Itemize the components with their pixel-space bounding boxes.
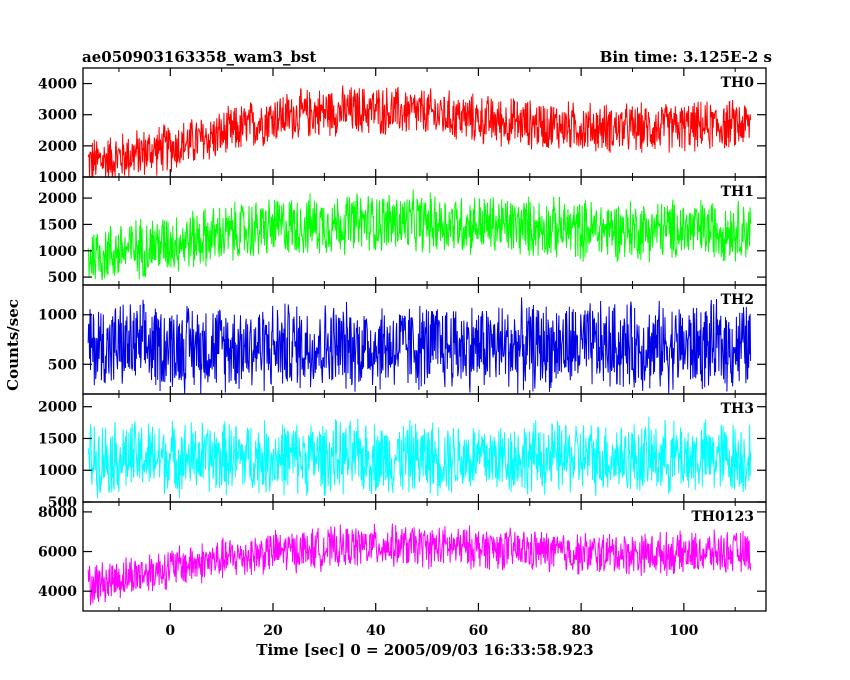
y-tick-label: 1000 <box>38 170 77 186</box>
y-tick-label: 2000 <box>38 400 77 416</box>
y-tick-label: 500 <box>48 270 77 286</box>
y-tick-label: 1000 <box>38 463 77 479</box>
x-tick-label: 60 <box>469 623 489 639</box>
y-tick-label: 500 <box>48 357 77 373</box>
y-tick-label: 2000 <box>38 191 77 207</box>
series-th2-line <box>87 297 752 394</box>
y-tick-label: 1500 <box>38 431 77 447</box>
panel-th1: 500 1000 1500 2000 TH1 <box>38 176 767 286</box>
panel-th3: 500 1000 1500 2000 TH3 <box>38 393 767 511</box>
panel-frame <box>82 501 767 612</box>
panel-th2: 500 1000 TH2 <box>38 284 767 395</box>
x-axis: 0 20 40 60 80 100 <box>165 623 698 639</box>
chart-title: ae050903163358_wam3_bst <box>82 48 316 66</box>
x-axis-label: Time [sec] 0 = 2005/09/03 16:33:58.923 <box>256 641 593 659</box>
series-th0123-line <box>87 523 752 606</box>
y-tick-label: 3000 <box>38 108 77 124</box>
x-tick-label: 100 <box>669 623 698 639</box>
panel-th0: 1000 2000 3000 4000 TH0 <box>38 67 767 186</box>
panel-th0123: 4000 6000 8000 TH0123 <box>38 501 767 612</box>
panel-label-th2: TH2 <box>721 292 754 308</box>
y-tick-label: 4000 <box>38 77 77 93</box>
y-tick-label: 500 <box>48 495 77 511</box>
panel-label-th0123: TH0123 <box>691 509 754 525</box>
y-tick-label: 1000 <box>38 244 77 260</box>
y-tick-label: 1500 <box>38 217 77 233</box>
panel-label-th3: TH3 <box>721 401 754 417</box>
x-tick-label: 80 <box>571 623 591 639</box>
series-th1-line <box>87 189 752 281</box>
y-axis-label: Counts/sec <box>4 299 22 391</box>
y-tick-label: 8000 <box>38 505 77 521</box>
series-th3-line <box>87 416 752 499</box>
y-tick-label: 1000 <box>38 308 77 324</box>
x-tick-label: 40 <box>366 623 386 639</box>
x-tick-label: 20 <box>263 623 283 639</box>
panel-label-th1: TH1 <box>721 184 754 200</box>
panel-label-th0: TH0 <box>721 75 755 91</box>
y-tick-label: 6000 <box>38 545 77 561</box>
y-tick-label: 4000 <box>38 584 77 600</box>
y-tick-label: 2000 <box>38 139 77 155</box>
series-th0-line <box>87 85 752 177</box>
x-tick-label: 0 <box>165 623 175 639</box>
bin-time-label: Bin time: 3.125E-2 s <box>600 48 772 66</box>
